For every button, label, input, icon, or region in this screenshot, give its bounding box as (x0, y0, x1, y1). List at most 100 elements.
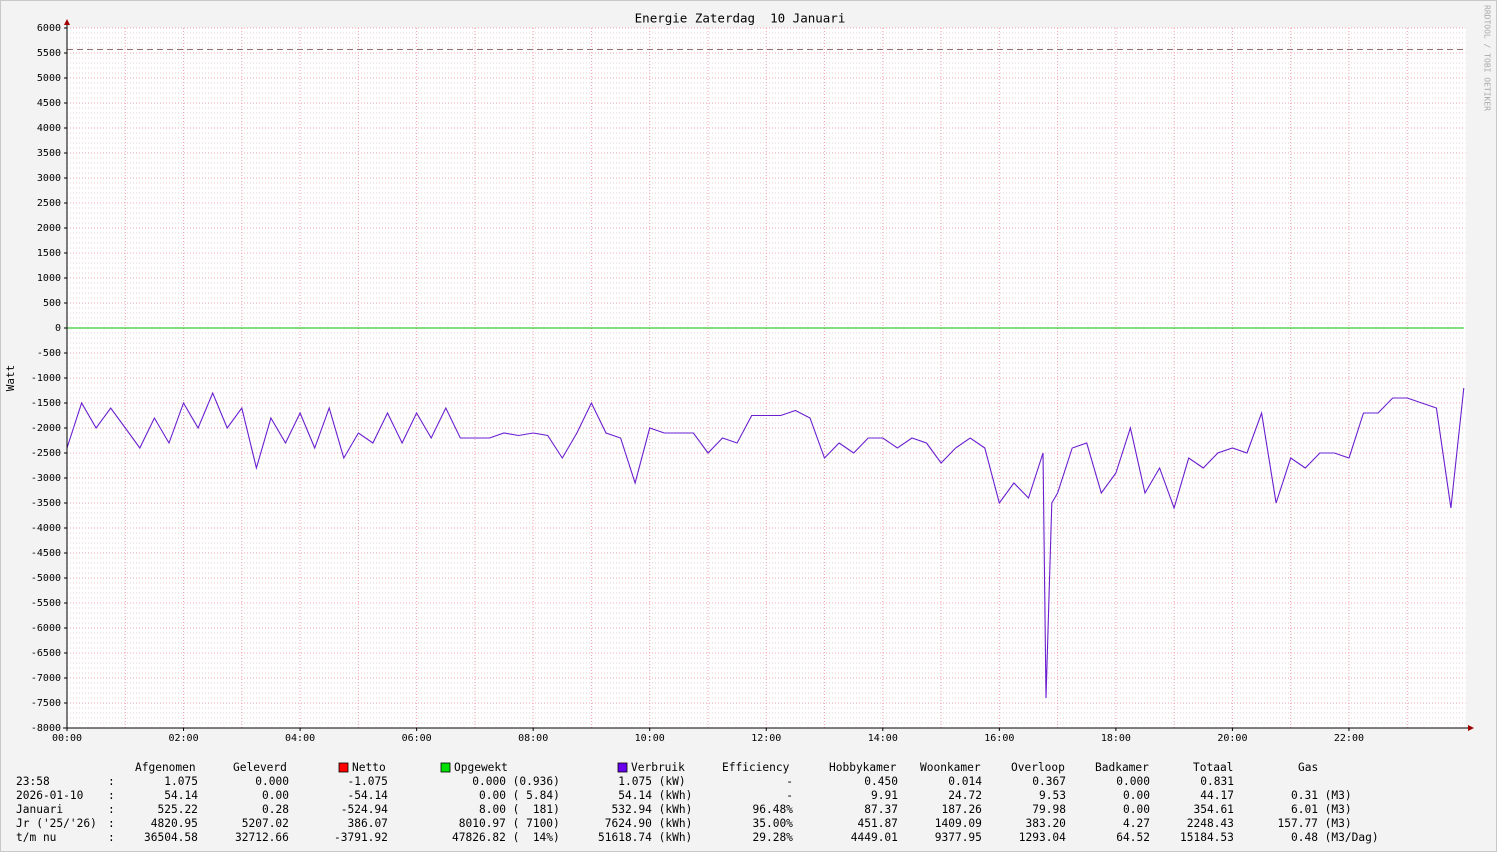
y-tick-label: 2500 (37, 198, 61, 209)
table-cell: 4820.95 (151, 817, 198, 830)
axis-arrow (1468, 725, 1474, 731)
table-header: Opgewekt (454, 761, 508, 774)
table-cell: 0.00 (1123, 789, 1150, 802)
x-tick-label: 20:00 (1217, 733, 1247, 744)
table-cell: -54.14 (348, 789, 389, 802)
table-header: Overloop (1011, 761, 1065, 774)
table-cell: 0.00 (1123, 803, 1150, 816)
axis-arrow (64, 19, 70, 25)
table-cell: 36504.58 (144, 831, 198, 844)
table-header: Gas (1298, 761, 1318, 774)
chart-title: Energie Zaterdag 10 Januari (635, 11, 846, 26)
series-line (66, 387, 1465, 699)
y-tick-label: 500 (43, 298, 61, 309)
table-cell: 96.48% (753, 803, 794, 816)
x-tick-label: 14:00 (868, 733, 898, 744)
y-tick-label: -1000 (31, 373, 61, 384)
y-tick-label: 3000 (37, 173, 61, 184)
table-cell: 1409.09 (935, 817, 982, 830)
table-header: Geleverd (233, 761, 287, 774)
row-separator: : (108, 803, 115, 816)
table-cell: 79.98 (1032, 803, 1066, 816)
table-cell: 32712.66 (235, 831, 289, 844)
table-cell: 1.075 (kW) (618, 775, 685, 788)
table-header: Afgenomen (135, 761, 196, 774)
y-tick-label: 5000 (37, 73, 61, 84)
table-header: Woonkamer (920, 761, 981, 774)
table-cell: 47826.82 ( 14%) (452, 831, 560, 844)
y-tick-label: 5500 (37, 48, 61, 59)
row-label: 23:58 (16, 775, 50, 788)
y-tick-label: -3500 (31, 498, 61, 509)
table-cell: -524.94 (341, 803, 388, 816)
y-tick-label: 4000 (37, 123, 61, 134)
x-tick-label: 02:00 (168, 733, 198, 744)
x-tick-label: 22:00 (1334, 733, 1364, 744)
y-tick-label: 3500 (37, 148, 61, 159)
y-tick-label: -7500 (31, 698, 61, 709)
x-tick-label: 08:00 (518, 733, 548, 744)
table-cell: -1.075 (348, 775, 388, 788)
table-cell: 0.000 (1116, 775, 1150, 788)
x-tick-label: 04:00 (285, 733, 315, 744)
y-tick-label: -4500 (31, 548, 61, 559)
table-cell: 24.72 (948, 789, 982, 802)
legend-swatch (440, 762, 451, 773)
table-cell: 64.52 (1116, 831, 1150, 844)
table-cell: 0.48 (M3/Dag) (1291, 831, 1379, 844)
table-cell: 187.26 (942, 803, 983, 816)
table-cell: 157.77 (M3) (1278, 817, 1352, 830)
table-cell: 35.00% (753, 817, 794, 830)
table-cell: 525.22 (158, 803, 198, 816)
x-tick-label: 06:00 (402, 733, 432, 744)
y-tick-label: 4500 (37, 98, 61, 109)
axes (63, 19, 1474, 731)
legend-swatch (617, 762, 628, 773)
table-cell: 451.87 (858, 817, 898, 830)
side-text: RRDTOOL / TOBI OETIKER (1483, 5, 1492, 111)
table-cell: 0.014 (948, 775, 982, 788)
row-label: Jr ('25/'26) (16, 817, 97, 830)
table-cell: 0.31 (M3) (1291, 789, 1352, 802)
table-cell: -3791.92 (334, 831, 388, 844)
y-tick-label: -8000 (31, 723, 61, 734)
y-tick-label: -2000 (31, 423, 61, 434)
table-cell: 0.000 (0.936) (472, 775, 560, 788)
y-tick-label: -4000 (31, 523, 61, 534)
x-tick-label: 16:00 (984, 733, 1014, 744)
x-tick-label: 12:00 (751, 733, 781, 744)
row-separator: : (108, 775, 115, 788)
table-cell: - (786, 775, 793, 788)
table-cell: 7624.90 (kWh) (605, 817, 693, 830)
table-header: Efficiency (722, 761, 790, 774)
table-cell: 0.450 (864, 775, 898, 788)
table-header: Hobbykamer (829, 761, 897, 774)
table-cell: 51618.74 (kWh) (598, 831, 692, 844)
table-cell: 29.28% (753, 831, 794, 844)
x-tick-label: 00:00 (52, 733, 82, 744)
y-tick-label: -500 (37, 348, 61, 359)
legend-swatch (338, 762, 349, 773)
table-header: Totaal (1193, 761, 1233, 774)
table-cell: 9377.95 (935, 831, 982, 844)
table-cell: 9.91 (871, 789, 898, 802)
table-cell: 9.53 (1039, 789, 1066, 802)
row-label: Januari (16, 803, 63, 816)
table-cell: 8.00 ( 181) (479, 803, 560, 816)
y-tick-label: -5000 (31, 573, 61, 584)
table-header: Netto (352, 761, 386, 774)
table-cell: 354.61 (1194, 803, 1234, 816)
table-cell: 386.07 (348, 817, 388, 830)
table-cell: 54.14 (164, 789, 198, 802)
table-cell: 1293.04 (1019, 831, 1066, 844)
table-cell: 6.01 (M3) (1291, 803, 1352, 816)
table-cell: 44.17 (1200, 789, 1234, 802)
x-tick-label: 18:00 (1101, 733, 1131, 744)
table-cell: 5207.02 (242, 817, 289, 830)
y-tick-label: 1000 (37, 273, 61, 284)
table-cell: 15184.53 (1180, 831, 1234, 844)
y-tick-label: 6000 (37, 23, 61, 34)
row-separator: : (108, 789, 115, 802)
